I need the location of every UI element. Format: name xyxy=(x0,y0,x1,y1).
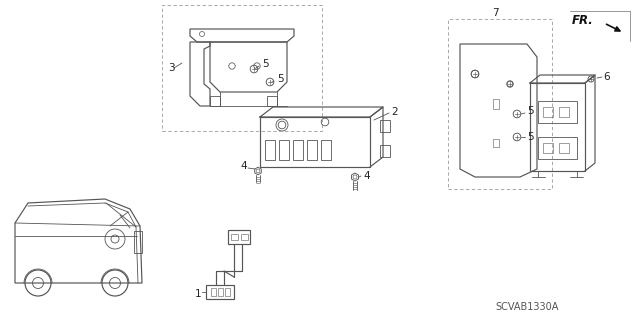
Bar xyxy=(543,143,553,153)
Text: 7: 7 xyxy=(492,8,499,18)
Bar xyxy=(218,288,223,296)
Bar xyxy=(231,234,238,240)
Bar xyxy=(241,234,248,240)
Bar xyxy=(307,140,317,160)
Text: 2: 2 xyxy=(391,107,397,117)
Text: 5: 5 xyxy=(262,59,269,69)
Bar xyxy=(530,83,585,171)
Bar xyxy=(538,137,577,159)
Bar xyxy=(380,145,390,157)
Bar xyxy=(225,288,230,296)
Bar xyxy=(493,99,499,109)
Text: 5: 5 xyxy=(527,106,534,116)
Bar xyxy=(134,231,142,253)
Bar xyxy=(538,101,577,123)
Bar xyxy=(279,140,289,160)
Bar xyxy=(559,107,569,117)
Bar xyxy=(228,230,250,244)
Bar xyxy=(448,19,552,189)
Text: 4: 4 xyxy=(240,161,246,171)
Text: 6: 6 xyxy=(603,72,610,82)
Text: 5: 5 xyxy=(527,132,534,142)
Text: 3: 3 xyxy=(168,63,175,73)
Bar xyxy=(206,285,234,299)
Bar xyxy=(543,107,553,117)
Text: SCVAB1330A: SCVAB1330A xyxy=(495,302,558,312)
Bar xyxy=(380,120,390,132)
Bar xyxy=(321,140,331,160)
Text: 1: 1 xyxy=(195,289,202,299)
Bar xyxy=(265,140,275,160)
Text: FR.: FR. xyxy=(572,14,594,27)
Bar xyxy=(260,117,370,167)
Text: 4: 4 xyxy=(363,171,370,181)
Bar xyxy=(162,5,322,131)
Bar xyxy=(210,96,220,106)
Bar xyxy=(211,288,216,296)
Bar xyxy=(293,140,303,160)
Bar xyxy=(267,96,277,106)
Bar xyxy=(559,143,569,153)
Bar xyxy=(493,139,499,147)
Text: 5: 5 xyxy=(277,74,284,84)
